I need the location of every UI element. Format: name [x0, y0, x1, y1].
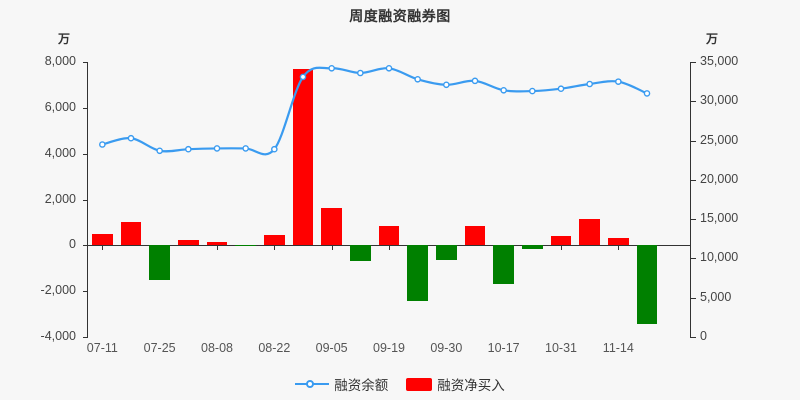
x-axis-tick-label: 07-25: [143, 341, 176, 355]
right-axis-tick-label: 15,000: [700, 211, 739, 226]
x-axis-tick: [618, 245, 620, 250]
right-axis-tick: [691, 101, 696, 103]
right-axis-tick-label: 35,000: [700, 54, 739, 68]
left-axis-tick: [83, 107, 88, 109]
x-axis-tick: [561, 245, 562, 250]
line-point-融资余额[interactable]: [185, 145, 192, 153]
right-axis-tick: [691, 62, 696, 63]
bar-融资净买入[interactable]: [436, 245, 457, 260]
x-axis-tick: [331, 245, 333, 250]
x-axis-tick-label: 09-19: [373, 341, 405, 355]
x-axis-tick-label: 10-17: [487, 341, 520, 355]
left-axis-unit-label: 万: [58, 32, 71, 46]
left-axis-tick: [83, 291, 88, 293]
x-axis-tick-label: 09-05: [315, 341, 348, 355]
line-point-融资余额[interactable]: [643, 90, 651, 97]
x-axis-tick-label: 09-30: [430, 341, 463, 355]
line-point-融资余额[interactable]: [500, 86, 507, 94]
left-axis-tick: [83, 199, 88, 201]
left-axis-tick: [83, 245, 88, 247]
left-axis-tick-label: -2,000: [40, 283, 76, 298]
bar-融资净买入[interactable]: [206, 242, 228, 246]
right-axis-tick-label: 10,000: [700, 250, 739, 265]
right-axis-unit-label: 万: [706, 32, 719, 46]
x-axis-tick: [102, 245, 104, 250]
legend-label-line: 融资余额: [334, 378, 389, 393]
line-point-融资余额[interactable]: [586, 80, 593, 88]
bar-融资净买入[interactable]: [493, 245, 514, 285]
left-axis-tick-label: 2,000: [44, 191, 76, 206]
x-axis-tick-label: 10-31: [545, 341, 577, 355]
line-point-融资余额[interactable]: [328, 64, 335, 72]
bar-融资净买入[interactable]: [550, 235, 572, 246]
legend-item-line[interactable]: 融资余额: [295, 374, 388, 394]
line-point-融资余额[interactable]: [615, 78, 622, 85]
line-point-融资余额[interactable]: [213, 145, 221, 152]
legend-item-bar[interactable]: 融资净买入: [406, 374, 505, 394]
left-axis-tick-label: 4,000: [44, 145, 76, 160]
right-axis-tick: [691, 219, 696, 221]
bar-融资净买入[interactable]: [92, 234, 113, 246]
legend-label-bar: 融资净买入: [437, 378, 505, 393]
x-axis-tick-label: 07-11: [86, 341, 118, 355]
right-axis-tick: [691, 297, 696, 299]
bar-融资净买入[interactable]: [350, 245, 371, 262]
x-axis-tick-label: 08-22: [258, 341, 291, 355]
line-point-融资余额[interactable]: [99, 141, 106, 148]
bar-融资净买入[interactable]: [407, 245, 428, 301]
bar-融资净买入[interactable]: [464, 226, 486, 246]
left-axis-tick: [83, 62, 88, 63]
bar-融资净买入[interactable]: [292, 69, 314, 246]
bar-融资净买入[interactable]: [264, 234, 285, 246]
left-axis-tick: [83, 337, 88, 338]
right-axis-tick: [691, 337, 696, 338]
line-point-融资余额[interactable]: [414, 75, 421, 83]
bar-融资净买入[interactable]: [120, 222, 142, 246]
line-point-融资余额[interactable]: [471, 77, 479, 85]
left-axis-tick-label: 0: [69, 237, 76, 252]
line-point-融资余额[interactable]: [357, 69, 364, 77]
right-axis-tick: [691, 179, 696, 181]
bar-融资净买入[interactable]: [235, 245, 256, 247]
line-point-融资余额[interactable]: [385, 64, 393, 72]
line-point-融资余额[interactable]: [557, 85, 565, 93]
x-axis-tick: [274, 245, 276, 250]
left-axis-tick-label: 8,000: [44, 54, 76, 68]
line-point-融资余额[interactable]: [443, 81, 450, 89]
right-axis-tick: [691, 258, 696, 260]
bar-融资净买入[interactable]: [636, 245, 658, 325]
bar-融资净买入[interactable]: [378, 226, 400, 246]
bar-融资净买入[interactable]: [178, 240, 199, 246]
left-axis-tick: [83, 153, 88, 155]
line-point-融资余额[interactable]: [271, 145, 278, 153]
bar-swatch-icon: [406, 377, 433, 391]
x-axis-tick-label: 11-14: [602, 341, 634, 355]
left-axis-tick-label: -4,000: [40, 329, 76, 343]
bar-融资净买入[interactable]: [579, 218, 600, 246]
line-point-融资余额[interactable]: [127, 134, 135, 142]
chart-legend: 融资余额 融资净买入: [0, 374, 800, 394]
right-axis-line: [690, 62, 691, 338]
right-axis-tick-label: 5,000: [700, 289, 732, 304]
right-axis-tick-label: 0: [700, 329, 707, 343]
x-axis-tick-label: 08-08: [201, 341, 233, 355]
right-axis-tick-label: 30,000: [700, 93, 739, 108]
bar-融资净买入[interactable]: [149, 245, 170, 281]
bar-融资净买入[interactable]: [522, 245, 543, 250]
line-point-融资余额[interactable]: [156, 147, 163, 155]
line-point-融资余额[interactable]: [242, 145, 249, 152]
line-point-融资余额[interactable]: [529, 87, 536, 95]
x-axis-tick: [217, 245, 218, 250]
x-axis-tick: [389, 245, 390, 250]
left-axis-tick-label: 6,000: [44, 99, 76, 114]
bar-融资净买入[interactable]: [608, 237, 629, 246]
right-axis-tick-label: 25,000: [700, 132, 739, 147]
chart-title: 周度融资融券图: [349, 8, 451, 24]
right-axis-tick: [691, 140, 696, 142]
bar-融资净买入[interactable]: [321, 207, 342, 246]
line-marker-icon: [295, 378, 330, 390]
right-axis-tick-label: 20,000: [700, 171, 739, 186]
